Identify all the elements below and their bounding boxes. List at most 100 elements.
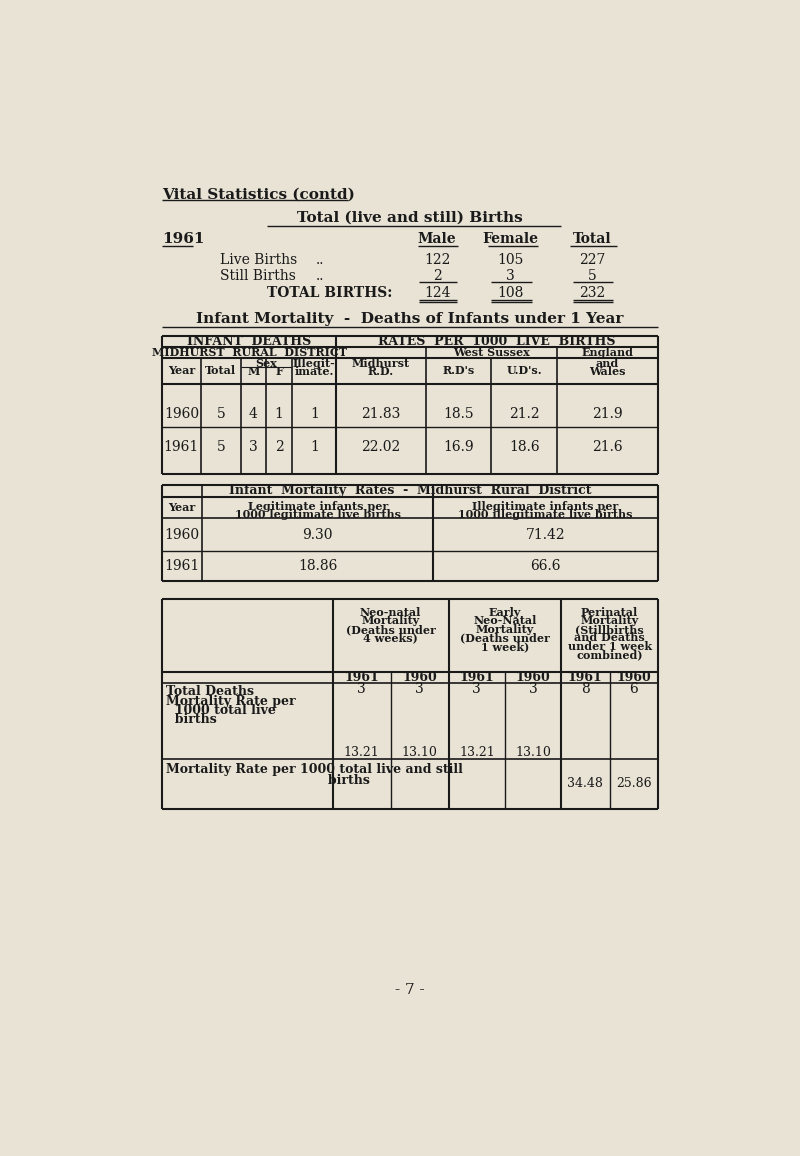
Text: Total (live and still) Births: Total (live and still) Births bbox=[297, 212, 523, 225]
Text: 1: 1 bbox=[310, 439, 318, 453]
Text: 1000 total live: 1000 total live bbox=[166, 704, 276, 717]
Text: 3: 3 bbox=[473, 682, 482, 696]
Text: 1000 illegitimate live births: 1000 illegitimate live births bbox=[458, 509, 633, 520]
Text: 25.86: 25.86 bbox=[616, 777, 651, 790]
Text: 1961: 1961 bbox=[162, 232, 205, 246]
Text: imate.: imate. bbox=[294, 365, 334, 377]
Text: 1: 1 bbox=[274, 407, 283, 422]
Text: 1960: 1960 bbox=[165, 528, 200, 542]
Text: 5: 5 bbox=[217, 439, 226, 453]
Text: 1961: 1961 bbox=[459, 672, 494, 684]
Text: 1 week): 1 week) bbox=[481, 640, 529, 652]
Text: RATES  PER  1000  LIVE  BIRTHS: RATES PER 1000 LIVE BIRTHS bbox=[378, 335, 616, 348]
Text: 1961: 1961 bbox=[568, 672, 602, 684]
Text: (Deaths under: (Deaths under bbox=[346, 624, 435, 635]
Text: Live Births: Live Births bbox=[220, 253, 298, 267]
Text: 66.6: 66.6 bbox=[530, 560, 561, 573]
Text: 21.9: 21.9 bbox=[592, 407, 623, 422]
Text: 13.21: 13.21 bbox=[344, 746, 379, 758]
Text: Infant  Mortality  Rates  -  Midhurst  Rural  District: Infant Mortality Rates - Midhurst Rural … bbox=[229, 484, 591, 497]
Text: 21.6: 21.6 bbox=[592, 439, 623, 453]
Text: Vital Statistics (contd): Vital Statistics (contd) bbox=[162, 187, 355, 201]
Text: 34.48: 34.48 bbox=[567, 777, 603, 790]
Text: 1: 1 bbox=[310, 407, 318, 422]
Text: Neo-natal: Neo-natal bbox=[360, 607, 422, 617]
Text: 21.2: 21.2 bbox=[509, 407, 540, 422]
Text: 232: 232 bbox=[579, 286, 606, 299]
Text: births: births bbox=[166, 713, 217, 726]
Text: 2: 2 bbox=[274, 439, 283, 453]
Text: 227: 227 bbox=[579, 253, 606, 267]
Text: West Sussex: West Sussex bbox=[453, 347, 530, 358]
Text: 71.42: 71.42 bbox=[526, 528, 566, 542]
Text: 9.30: 9.30 bbox=[302, 528, 333, 542]
Text: 18.5: 18.5 bbox=[443, 407, 474, 422]
Text: under 1 week: under 1 week bbox=[567, 640, 652, 652]
Text: M: M bbox=[247, 365, 260, 377]
Text: Early: Early bbox=[489, 607, 521, 617]
Text: 3: 3 bbox=[249, 439, 258, 453]
Text: 2: 2 bbox=[433, 269, 442, 283]
Text: Sex: Sex bbox=[256, 358, 278, 369]
Text: Mortality: Mortality bbox=[362, 615, 420, 627]
Text: 1000 legitimate live births: 1000 legitimate live births bbox=[234, 509, 401, 520]
Text: 1960: 1960 bbox=[617, 672, 651, 684]
Text: 124: 124 bbox=[424, 286, 450, 299]
Text: - 7 -: - 7 - bbox=[395, 983, 425, 996]
Text: Year: Year bbox=[168, 365, 195, 377]
Text: 5: 5 bbox=[217, 407, 226, 422]
Text: Perinatal: Perinatal bbox=[581, 607, 638, 617]
Text: Total: Total bbox=[573, 232, 611, 246]
Text: R.D.: R.D. bbox=[368, 365, 394, 377]
Text: 1960: 1960 bbox=[402, 672, 437, 684]
Text: Illegitimate infants per: Illegitimate infants per bbox=[473, 501, 618, 512]
Text: ..: .. bbox=[315, 253, 324, 267]
Text: Male: Male bbox=[418, 232, 457, 246]
Text: 4: 4 bbox=[249, 407, 258, 422]
Text: 3: 3 bbox=[506, 269, 515, 283]
Text: England: England bbox=[582, 347, 634, 358]
Text: ..: .. bbox=[315, 269, 324, 283]
Text: 4 weeks): 4 weeks) bbox=[363, 632, 418, 643]
Text: 3: 3 bbox=[357, 682, 366, 696]
Text: 108: 108 bbox=[498, 286, 524, 299]
Text: 1961: 1961 bbox=[344, 672, 379, 684]
Text: 1960: 1960 bbox=[164, 407, 199, 422]
Text: 6: 6 bbox=[630, 682, 638, 696]
Text: 1961: 1961 bbox=[165, 560, 200, 573]
Text: and: and bbox=[596, 358, 619, 369]
Text: Legitimate infants per: Legitimate infants per bbox=[248, 501, 388, 512]
Text: and Deaths: and Deaths bbox=[574, 632, 645, 643]
Text: TOTAL BIRTHS:: TOTAL BIRTHS: bbox=[266, 286, 392, 299]
Text: Infant Mortality  -  Deaths of Infants under 1 Year: Infant Mortality - Deaths of Infants und… bbox=[196, 312, 624, 326]
Text: Mortality: Mortality bbox=[476, 624, 534, 635]
Text: F: F bbox=[275, 365, 283, 377]
Text: U.D's.: U.D's. bbox=[506, 365, 542, 377]
Text: Year: Year bbox=[169, 502, 196, 513]
Text: 1960: 1960 bbox=[516, 672, 550, 684]
Text: 5: 5 bbox=[588, 269, 597, 283]
Text: 21.83: 21.83 bbox=[362, 407, 401, 422]
Text: Illegit-: Illegit- bbox=[293, 358, 336, 369]
Text: INFANT  DEATHS: INFANT DEATHS bbox=[187, 335, 311, 348]
Text: 122: 122 bbox=[424, 253, 450, 267]
Text: combined): combined) bbox=[576, 650, 643, 660]
Text: births: births bbox=[166, 775, 370, 787]
Text: 3: 3 bbox=[529, 682, 538, 696]
Text: Female: Female bbox=[482, 232, 538, 246]
Text: 13.21: 13.21 bbox=[459, 746, 494, 758]
Text: (Stillbirths: (Stillbirths bbox=[575, 624, 644, 635]
Text: 105: 105 bbox=[498, 253, 524, 267]
Text: R.D's: R.D's bbox=[442, 365, 474, 377]
Text: 13.10: 13.10 bbox=[515, 746, 551, 758]
Text: Midhurst: Midhurst bbox=[352, 358, 410, 369]
Text: Still Births: Still Births bbox=[220, 269, 296, 283]
Text: Mortality Rate per 1000 total live and still: Mortality Rate per 1000 total live and s… bbox=[166, 763, 462, 776]
Text: Total: Total bbox=[206, 365, 237, 377]
Text: 22.02: 22.02 bbox=[362, 439, 401, 453]
Text: 18.86: 18.86 bbox=[298, 560, 338, 573]
Text: 16.9: 16.9 bbox=[443, 439, 474, 453]
Text: 8: 8 bbox=[581, 682, 590, 696]
Text: Mortality Rate per: Mortality Rate per bbox=[166, 695, 295, 707]
Text: Wales: Wales bbox=[590, 365, 626, 377]
